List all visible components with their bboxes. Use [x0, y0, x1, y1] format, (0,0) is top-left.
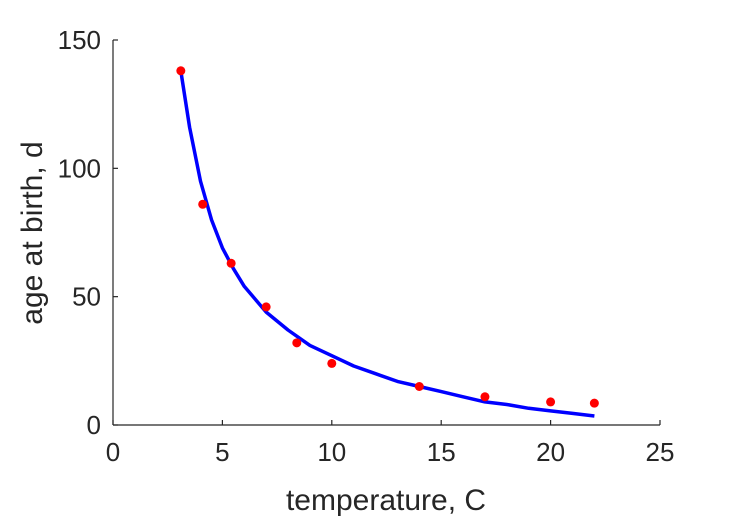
data-point	[546, 397, 556, 407]
x-tick-label: 5	[215, 437, 229, 467]
data-point	[327, 358, 337, 368]
x-tick-label: 20	[536, 437, 565, 467]
data-point	[480, 392, 490, 402]
data-point	[198, 199, 208, 209]
data-point	[176, 66, 186, 76]
y-axis-label: age at birth, d	[16, 141, 49, 324]
tick-labels: 0 5 10 15 20 25 0 50 100 150	[58, 25, 675, 467]
data-point	[261, 302, 271, 312]
plot-area	[176, 66, 599, 418]
data-point	[226, 258, 236, 268]
y-tick-label: 100	[58, 153, 101, 183]
y-tick-label: 0	[87, 410, 101, 440]
x-tick-label: 15	[427, 437, 456, 467]
axes	[112, 39, 661, 426]
y-tick-label: 150	[58, 25, 101, 55]
x-axis-label: temperature, C	[286, 484, 486, 517]
y-tick-label: 50	[72, 282, 101, 312]
data-point	[589, 398, 599, 408]
data-point	[414, 382, 424, 391]
x-tick-label: 10	[317, 437, 346, 467]
data-point	[292, 338, 302, 348]
x-tick-label: 0	[106, 437, 120, 467]
fit-curve	[179, 70, 595, 418]
x-tick-label: 25	[646, 437, 675, 467]
